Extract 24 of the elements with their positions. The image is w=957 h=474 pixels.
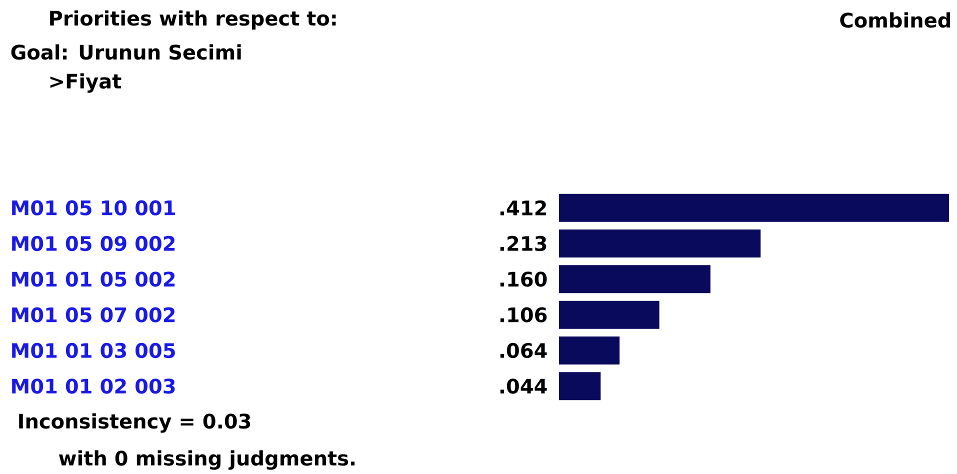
- bar: [558, 194, 949, 222]
- text: >Fiyat: [50, 73, 122, 93]
- bar: [558, 300, 660, 329]
- y-tick-label: M01 05 07 002: [12, 307, 175, 322]
- data-label: .412: [500, 200, 546, 216]
- y-tick-label: M01 01 05 002: [12, 272, 175, 287]
- text: Inconsistency = 0.03: [19, 413, 250, 433]
- data-label: .160: [500, 272, 547, 287]
- bar: [558, 372, 601, 400]
- y-tick-label: M01 01 02 003: [12, 378, 175, 394]
- y-tick-label: M01 01 03 005: [12, 342, 175, 358]
- text: Priorities with respect to:: [50, 10, 336, 30]
- text: Goal: Urunun Secimi: [11, 44, 241, 60]
- text: with 0 missing judgments.: [58, 450, 355, 470]
- bar: [558, 229, 761, 258]
- data-label: .044: [500, 378, 547, 394]
- y-tick-label: M01 05 09 002: [12, 236, 175, 252]
- data-label: .106: [500, 307, 547, 322]
- bar: [558, 336, 620, 364]
- text: Combined: [840, 12, 950, 28]
- y-tick-label: M01 05 10 001: [12, 200, 175, 216]
- data-label: .064: [500, 342, 547, 358]
- bar: [558, 265, 710, 294]
- data-label: .213: [500, 236, 546, 252]
